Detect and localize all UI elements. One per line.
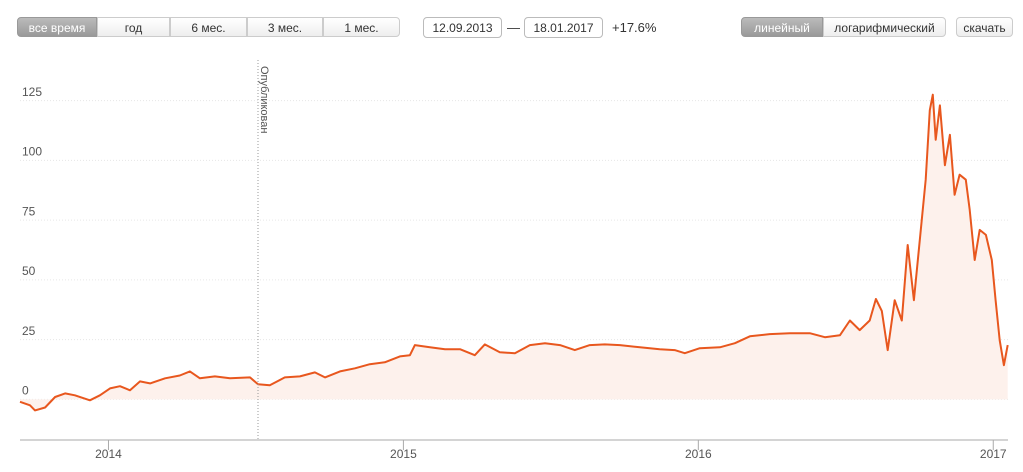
range-button[interactable]: 6 мес. <box>170 17 247 37</box>
range-button[interactable]: все время <box>17 17 97 37</box>
y-tick-label: 25 <box>22 324 36 338</box>
x-tick-label: 2017 <box>980 447 1007 461</box>
line <box>19 93 1009 412</box>
y-tick-label: 0 <box>22 384 29 398</box>
y-tick-label: 50 <box>22 264 36 278</box>
range-button[interactable]: 1 мес. <box>323 17 400 37</box>
date-input[interactable]: 12.09.2013 <box>423 17 502 38</box>
annotation-label: Опубликован <box>258 66 270 133</box>
x-tick-label: 2016 <box>685 447 712 461</box>
y-tick-label: 100 <box>22 145 42 159</box>
y-tick-label: 75 <box>22 204 36 218</box>
date-separator: — <box>507 20 520 35</box>
x-tick-label: 2014 <box>95 447 122 461</box>
scale-button[interactable]: логарифмический <box>823 17 946 37</box>
range-button[interactable]: 3 мес. <box>247 17 323 37</box>
download-button[interactable]: скачать <box>956 17 1013 37</box>
x-tick-label: 2015 <box>390 447 417 461</box>
y-tick-label: 125 <box>22 85 42 99</box>
scale-button[interactable]: линейный <box>741 17 823 37</box>
area <box>20 94 1008 411</box>
date-input[interactable]: 18.01.2017 <box>524 17 603 38</box>
change-label: +17.6% <box>612 20 657 35</box>
range-button[interactable]: год <box>97 17 170 37</box>
